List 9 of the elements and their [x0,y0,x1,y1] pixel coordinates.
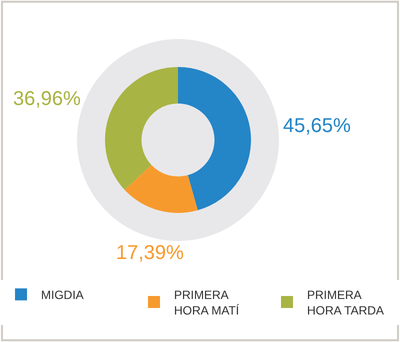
data-label: 17,39% [116,242,184,264]
donut-slice [124,164,198,213]
data-label: 45,65% [283,115,352,137]
donut-slice [178,67,251,210]
legend-label: PRIMERA HORA TARDA [307,288,384,318]
data-label: 36,96% [13,88,82,110]
legend-label: MIGDIA [41,288,84,302]
legend-label: PRIMERA HORA MATÍ [174,288,240,318]
donut-slice [105,67,178,190]
